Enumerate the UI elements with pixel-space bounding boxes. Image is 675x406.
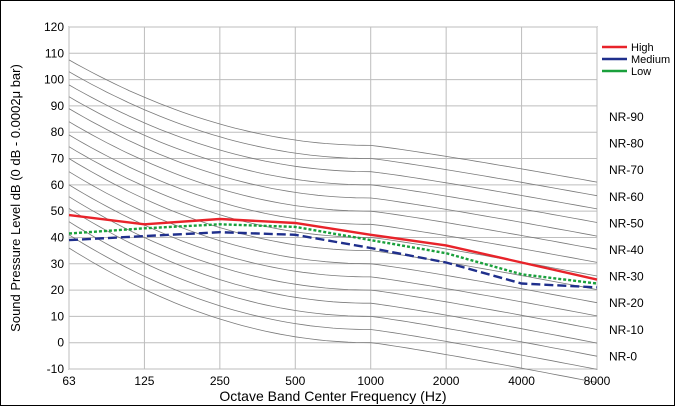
y-tick-label: -10 — [47, 362, 65, 376]
data-series — [68, 213, 598, 289]
nr-label: NR-10 — [609, 323, 644, 337]
nr-curve — [68, 196, 598, 330]
nr-curve — [68, 121, 598, 250]
nr-label: NR-50 — [609, 216, 644, 230]
y-tick-label: 110 — [45, 46, 64, 60]
y-tick-labels: -10 0 10 20 30 40 50 60 70 80 90 100 110 120 — [44, 20, 64, 376]
x-tick-label: 4000 — [508, 374, 535, 388]
y-tick-label: 70 — [51, 152, 65, 166]
x-tick-label: 8000 — [584, 374, 611, 388]
series-line-low — [68, 223, 598, 285]
nr-curve — [68, 234, 598, 370]
nr-curve — [68, 108, 598, 237]
y-tick-label: 0 — [57, 336, 64, 350]
y-tick-label: 40 — [51, 230, 65, 244]
y-tick-label: 120 — [44, 20, 64, 34]
x-tick-labels: 63 125 250 500 1000 2000 4000 8000 — [62, 374, 610, 388]
y-tick-label: 90 — [51, 99, 65, 113]
x-axis-label: Octave Band Center Frequency (Hz) — [219, 388, 446, 404]
nr-curve-labels: NR-90 NR-80 NR-70 NR-60 NR-50 NR-40 NR-30 NR-20… — [609, 110, 644, 363]
plot-area — [68, 26, 598, 370]
nr-curve — [68, 59, 598, 183]
x-tick-label: 500 — [285, 374, 305, 388]
y-tick-label: 100 — [44, 73, 64, 87]
legend-label-low: Low — [631, 66, 651, 78]
nr-label: NR-70 — [609, 163, 644, 177]
nr-curve — [68, 208, 598, 344]
y-tick-label: 50 — [51, 204, 65, 218]
nr-label: NR-20 — [609, 296, 644, 310]
y-tick-label: 10 — [51, 309, 65, 323]
nr-curve — [68, 171, 598, 304]
nr-label: NR-80 — [609, 137, 644, 151]
nr-label: NR-90 — [609, 110, 644, 124]
nr-curves — [68, 59, 598, 383]
y-axis-label: Sound Pressure Level dB (0 dB - 0.0002μ … — [8, 64, 23, 332]
nr-label: NR-30 — [609, 270, 644, 284]
nr-curve — [68, 247, 598, 383]
y-tick-label: 60 — [51, 178, 65, 192]
series-line-medium — [68, 230, 598, 289]
nr-curve — [68, 134, 598, 263]
x-tick-label: 2000 — [433, 374, 460, 388]
nr-label: NR-40 — [609, 243, 644, 257]
x-tick-label: 1000 — [357, 374, 384, 388]
legend-label-medium: Medium — [631, 54, 670, 66]
x-tick-label: 63 — [62, 374, 76, 388]
y-tick-label: 20 — [51, 283, 65, 297]
x-tick-label: 125 — [134, 374, 154, 388]
y-tick-label: 80 — [51, 125, 65, 139]
nr-curve — [68, 158, 598, 290]
x-tick-label: 250 — [210, 374, 230, 388]
nr-label: NR-0 — [609, 349, 637, 363]
nr-curve — [68, 96, 598, 223]
legend-label-high: High — [631, 42, 654, 54]
nr-label: NR-60 — [609, 190, 644, 204]
series-line-high — [68, 213, 598, 281]
nr-curve — [68, 221, 598, 357]
nr-curve — [68, 184, 598, 317]
y-tick-label: 30 — [51, 257, 65, 271]
nr-curve — [68, 71, 598, 197]
nr-curve — [68, 84, 598, 210]
